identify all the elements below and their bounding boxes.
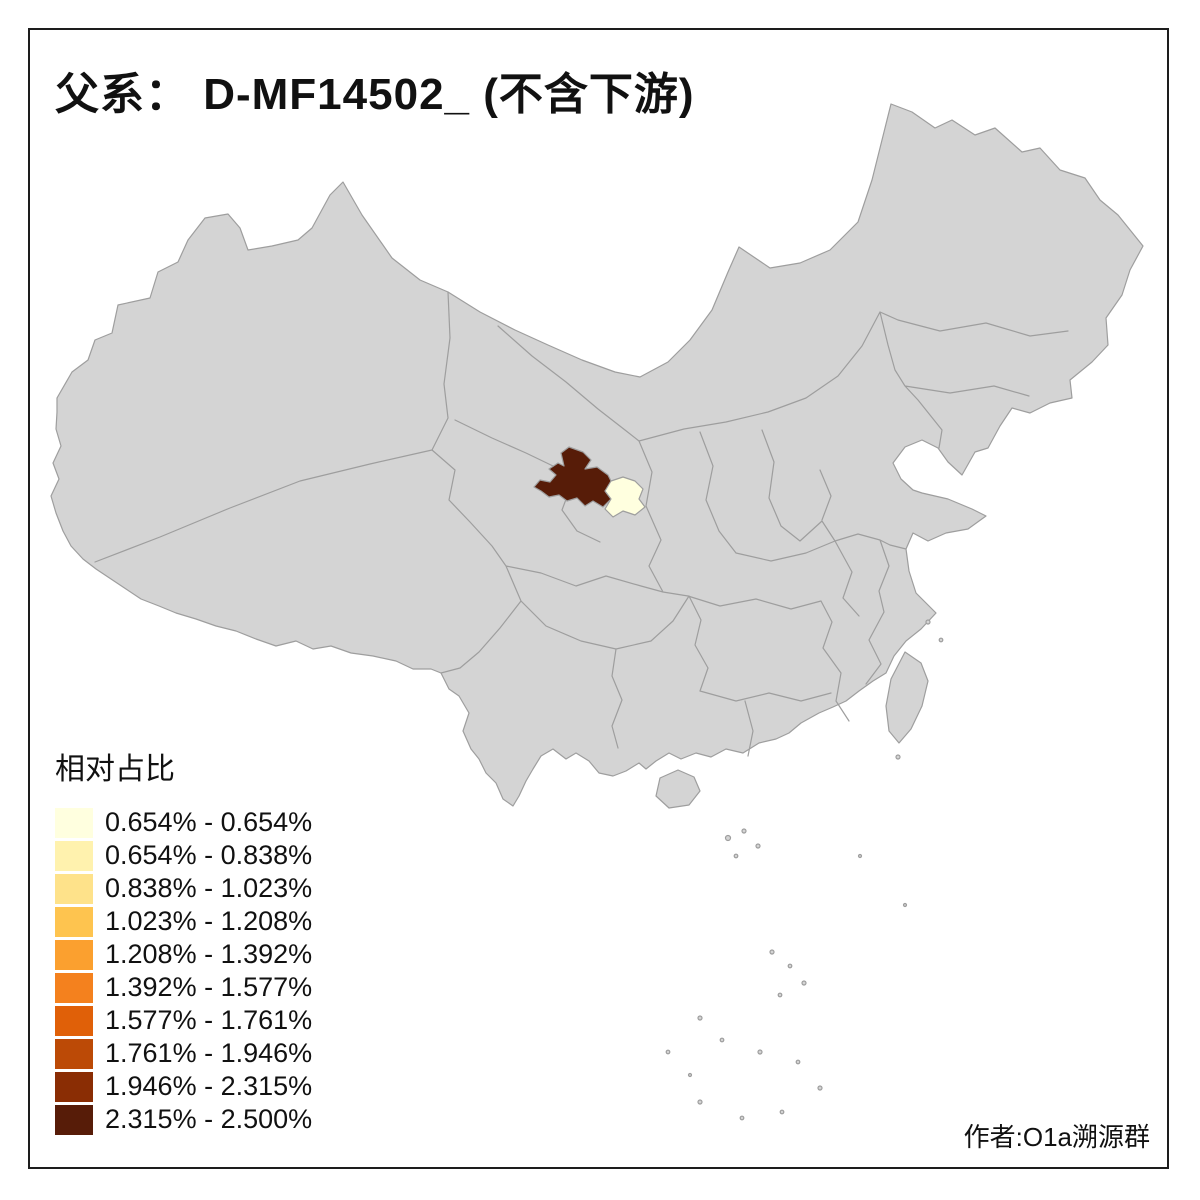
legend-swatch: [55, 840, 93, 871]
island-dot: [733, 853, 739, 859]
island-dot: [801, 980, 807, 986]
legend-item: 1.946% - 2.315%: [55, 1070, 312, 1103]
legend-swatch: [55, 1104, 93, 1135]
island-dot: [724, 834, 732, 842]
island-dot: [741, 828, 747, 834]
legend-item: 1.208% - 1.392%: [55, 938, 312, 971]
legend-label: 0.654% - 0.654%: [105, 807, 313, 837]
legend: 相对占比 0.654% - 0.654% 0.654% - 0.838% 0.8…: [55, 744, 312, 1136]
legend-title: 相对占比: [55, 753, 175, 786]
legend-label: 1.392% - 1.577%: [105, 972, 313, 1002]
island-dot: [739, 1115, 745, 1121]
island-dot: [938, 637, 944, 643]
island-dot: [769, 949, 775, 955]
legend-label: 1.208% - 1.392%: [105, 939, 313, 969]
island-dot: [665, 1049, 671, 1055]
legend-label: 1.577% - 1.761%: [105, 1005, 313, 1035]
legend-label: 2.315% - 2.500%: [105, 1104, 313, 1134]
island-dot: [857, 853, 863, 859]
legend-swatch: [55, 1005, 93, 1036]
island-dot: [755, 843, 761, 849]
legend-swatch: [55, 972, 93, 1003]
province-borders: [94, 291, 1069, 757]
legend-item: 0.654% - 0.654%: [55, 806, 312, 839]
author-credit: 作者:O1a溯源群: [963, 1122, 1150, 1152]
island-dot: [902, 902, 908, 908]
legend-item: 1.761% - 1.946%: [55, 1037, 312, 1070]
island-dot: [895, 754, 901, 760]
island-dot: [719, 1037, 725, 1043]
island-dot: [777, 992, 783, 998]
page-title: 父系： D-MF14502_ (不含下游): [55, 70, 695, 119]
legend-item: 1.392% - 1.577%: [55, 971, 312, 1004]
legend-label: 0.838% - 1.023%: [105, 873, 313, 903]
island-dot: [697, 1099, 703, 1105]
legend-swatch: [55, 906, 93, 937]
legend-swatch: [55, 1071, 93, 1102]
island-dot: [697, 1015, 703, 1021]
region-lowest-bin: [604, 476, 646, 518]
hainan-island: [655, 769, 701, 809]
map-stroke-group: [50, 103, 1144, 1121]
region-highest-bin: [533, 446, 614, 508]
island-dot: [779, 1109, 785, 1115]
legend-label: 1.946% - 2.315%: [105, 1071, 313, 1101]
legend-item: 0.838% - 1.023%: [55, 872, 312, 905]
south-china-sea-islands: [665, 619, 944, 1121]
legend-item: 2.315% - 2.500%: [55, 1103, 312, 1136]
legend-swatch: [55, 807, 93, 838]
legend-label: 1.023% - 1.208%: [105, 906, 313, 936]
china-mainland: [50, 103, 1144, 807]
taiwan-island: [885, 651, 929, 744]
legend-item: 1.023% - 1.208%: [55, 905, 312, 938]
map-land-group: [50, 103, 1144, 1121]
island-dot: [687, 1072, 693, 1078]
island-dot: [817, 1085, 823, 1091]
island-dot: [757, 1049, 763, 1055]
legend-swatch: [55, 873, 93, 904]
island-dot: [925, 619, 931, 625]
legend-item: 1.577% - 1.761%: [55, 1004, 312, 1037]
legend-label: 1.761% - 1.946%: [105, 1038, 313, 1068]
island-dot: [787, 963, 793, 969]
island-dot: [795, 1059, 801, 1065]
legend-item: 0.654% - 0.838%: [55, 839, 312, 872]
legend-swatch: [55, 939, 93, 970]
legend-swatch: [55, 1038, 93, 1069]
legend-label: 0.654% - 0.838%: [105, 840, 313, 870]
